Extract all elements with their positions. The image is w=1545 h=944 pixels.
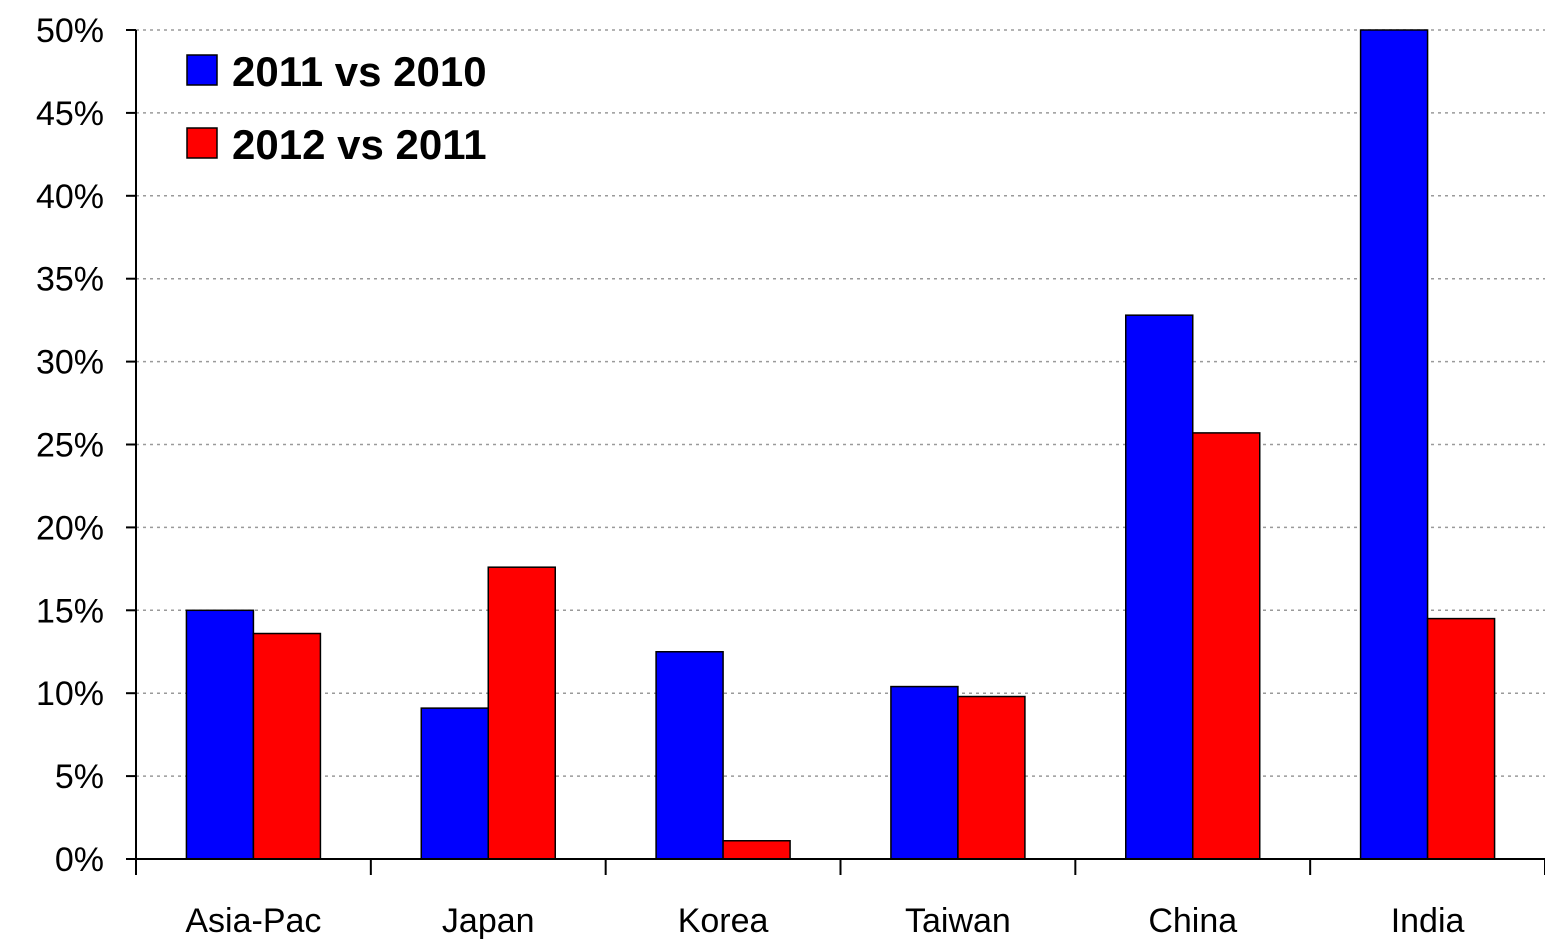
bar-asia-pac-series-1 [185, 609, 255, 860]
y-tick-label: 25% [36, 427, 104, 465]
y-tick-label: 30% [36, 344, 104, 382]
x-tick-label: Asia-Pac [185, 902, 321, 940]
bar-japan-series-2 [487, 566, 556, 860]
y-tick-label: 40% [36, 178, 104, 216]
legend-swatch [186, 54, 218, 86]
x-tick-label: Korea [678, 902, 769, 940]
axes [126, 29, 1545, 875]
y-tick-label: 35% [36, 261, 104, 299]
legend: 2011 vs 2010 2012 vs 2011 [186, 48, 487, 168]
x-tick-label: Japan [442, 902, 535, 940]
y-tick-label: 45% [36, 95, 104, 133]
x-tick-label: Taiwan [905, 902, 1011, 940]
bar-japan-series-1 [420, 707, 489, 860]
bar-taiwan-series-1 [890, 685, 959, 860]
x-tick-labels: Asia-Pac Japan Korea Taiwan China India [185, 902, 1464, 940]
y-tick-label: 10% [36, 675, 104, 713]
legend-label: 2011 vs 2010 [232, 48, 487, 95]
bar-china-series-1 [1125, 314, 1194, 860]
bar-india-series-2 [1426, 617, 1496, 860]
y-tick-label: 50% [36, 12, 104, 50]
bar-asia-pac-series-2 [252, 632, 322, 860]
y-tick-labels: 0% 5% 10% 15% 20% 25% 30% 35% 40% 45% 50% [36, 12, 104, 879]
y-tick-label: 5% [55, 758, 104, 796]
y-tick-label: 20% [36, 509, 104, 547]
bar-china-series-2 [1192, 432, 1261, 860]
bar-india-series-1 [1359, 29, 1429, 860]
bar-korea-series-1 [655, 651, 724, 860]
y-tick-label: 0% [55, 841, 104, 879]
x-tick-label: China [1148, 902, 1237, 940]
x-tick-label: India [1391, 902, 1465, 940]
y-tick-label: 15% [36, 592, 104, 630]
legend-swatch [186, 127, 218, 159]
bar-taiwan-series-2 [957, 695, 1026, 860]
legend-label: 2012 vs 2011 [232, 121, 487, 168]
bar-korea-series-2 [722, 840, 791, 860]
bars [185, 29, 1496, 860]
